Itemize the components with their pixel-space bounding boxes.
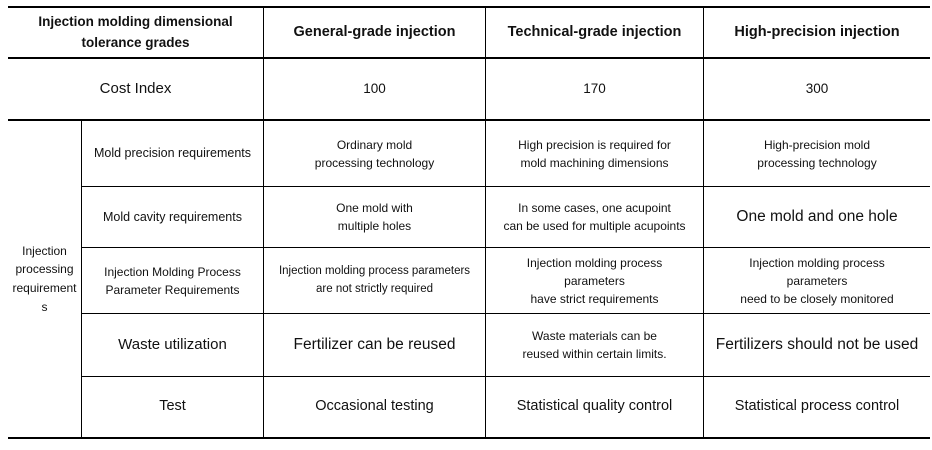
row-label-waste-utilization: Waste utilization (82, 314, 263, 377)
cell-process-parameters-technical: Injection molding process parameters hav… (485, 248, 703, 314)
cell-process-parameters-general: Injection molding process parameters are… (263, 248, 485, 314)
cell-test-high: Statistical process control (703, 377, 930, 437)
cost-index-label: Cost Index (8, 59, 263, 121)
header-technical-grade: Technical-grade injection (485, 8, 703, 59)
cell-mold-cavity-general: One mold with multiple holes (263, 187, 485, 248)
cell-mold-precision-high: High-precision mold processing technolog… (703, 121, 930, 187)
cost-index-technical: 170 (485, 59, 703, 121)
cell-test-general: Occasional testing (263, 377, 485, 437)
cell-waste-general: Fertilizer can be reused (263, 314, 485, 377)
header-tolerance-grades: Injection molding dimensional tolerance … (8, 8, 263, 59)
cost-index-general: 100 (263, 59, 485, 121)
header-high-precision: High-precision injection (703, 8, 930, 59)
cell-mold-cavity-high: One mold and one hole (703, 187, 930, 248)
cell-test-technical: Statistical quality control (485, 377, 703, 437)
cell-waste-technical: Waste materials can be reused within cer… (485, 314, 703, 377)
tolerance-grades-table: Injection molding dimensional tolerance … (8, 6, 930, 439)
group-label-injection-processing: Injection processing requirements (8, 121, 82, 437)
row-label-test: Test (159, 398, 186, 415)
header-general-grade: General-grade injection (263, 8, 485, 59)
cell-waste-high: Fertilizers should not be used (703, 314, 930, 377)
row-label-mold-cavity: Mold cavity requirements (82, 187, 263, 248)
cell-mold-cavity-technical: In some cases, one acupoint can be used … (485, 187, 703, 248)
cell-mold-precision-technical: High precision is required for mold mach… (485, 121, 703, 187)
cell-mold-precision-general: Ordinary mold processing technology (263, 121, 485, 187)
cost-index-high-precision: 300 (703, 59, 930, 121)
row-label-mold-precision: Mold precision requirements (82, 121, 263, 187)
row-label-process-parameters: Injection Molding Process Parameter Requ… (82, 248, 263, 314)
cell-process-parameters-high: Injection molding process parameters nee… (703, 248, 930, 314)
